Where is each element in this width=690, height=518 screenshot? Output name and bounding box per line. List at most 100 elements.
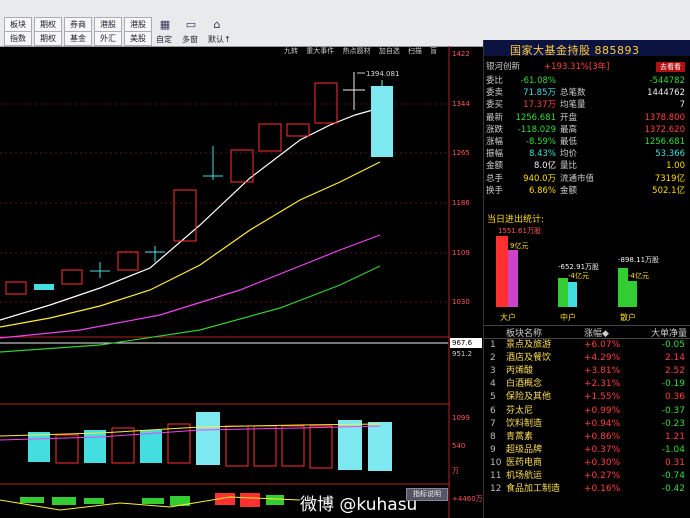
sector-net: -0.19 [661,379,685,390]
sector-name: 芬太尼 [506,405,534,416]
sector-pct: +4.29% [584,353,621,364]
sector-n: 9 [490,444,496,455]
quote-panel: 国家大基金持股 885893 银河创新 +193.31%[3年] 去看看 委比 -… [483,40,690,518]
vol-axis-2: 540 [452,442,466,450]
quote-v2: 7319亿 [654,173,685,184]
tab-major-events[interactable]: 重大事件 [306,47,335,55]
sector-n: 2 [490,353,496,364]
sector-n: 10 [490,457,502,468]
sector-row[interactable]: 12 食品加工制造 +0.16% -0.42 [484,483,690,495]
toolbar-btn-forex[interactable]: 外汇 [94,31,122,46]
candle [5,281,27,295]
sector-row[interactable]: 11 机场航运 +0.27% -0.74 [484,470,690,482]
sector-row[interactable]: 1 景点及旅游 +6.07% -0.05 [484,339,690,351]
vol-axis-unit: 万 [452,467,459,475]
sector-row[interactable]: 3 丙烯酸 +3.81% 2.52 [484,365,690,377]
quote-l1: 振幅 [486,149,504,160]
quote-l1: 涨幅 [486,137,504,147]
tab-jiuzhuan[interactable]: 九转 [284,47,298,55]
tab-add-watchlist[interactable]: 加自选 [378,47,400,55]
volume-bars [28,412,392,471]
sector-pct: +1.55% [584,392,621,403]
sector-name: 景点及旅游 [506,340,552,350]
multiwindow-label[interactable]: 多窗 [182,35,198,44]
quote-row: 涨跌 -118.029 最高 1372.620 [484,125,690,136]
quote-l1: 委卖 [486,88,504,99]
indicator-help-button[interactable]: 指标说明 [406,488,448,501]
toolbar-btn-hk2[interactable]: 港股 [124,17,152,32]
default-label[interactable]: 默认↑ [208,35,231,44]
toolbar-btn-hk1[interactable]: 港股 [94,17,122,32]
go-look-button[interactable]: 去看看 [656,62,685,72]
sector-pct: +0.16% [584,484,621,495]
custom-label[interactable]: 自定 [156,35,172,44]
toolbar-btn-options2[interactable]: 期权 [34,31,62,46]
col-sector-name[interactable]: 板块名称 [506,329,543,339]
candle [61,269,83,285]
toolbar-btn-us[interactable]: 美股 [124,31,152,46]
tab-hot-topics[interactable]: 热点题材 [342,47,371,55]
sector-net: -0.05 [661,340,685,350]
toolbar-btn-fund[interactable]: 基金 [64,31,92,46]
sector-n: 4 [490,379,496,390]
sector-n: 8 [490,431,496,442]
grid-icon[interactable]: ▦ [159,18,171,31]
price-low: 951.2 [452,350,473,358]
col-change[interactable]: 涨幅◆ [584,329,609,339]
toolbar-btn-brokers[interactable]: 券商 [64,17,92,32]
quote-v1: -61.08% [520,76,556,86]
tab-scan[interactable]: 扫描 [407,47,422,55]
quote-l1: 委比 [486,76,504,86]
sector-n: 12 [490,484,502,495]
flow-big-in2: 9亿元 [510,241,528,250]
sector-name: 超级品牌 [506,444,543,455]
fund-name: 银河创新 [486,62,521,72]
candle [173,189,197,242]
quote-v1: 17.37万 [523,100,556,111]
price-highlight: 967.6 [450,338,482,348]
toolbar-btn-board[interactable]: 板块 [4,17,32,32]
macd-axis: +4460万 [452,495,483,503]
sector-net: 1.21 [664,431,685,442]
sector-row[interactable]: 4 白酒概念 +2.31% -0.19 [484,378,690,390]
sector-row[interactable]: 9 超级品牌 +0.37% -1.04 [484,444,690,456]
home-icon[interactable]: ⌂ [213,18,221,31]
col-net-volume[interactable]: 大单净量 [650,329,687,339]
sector-row[interactable]: 2 酒店及餐饮 +4.29% 2.14 [484,352,690,364]
tab-blind[interactable]: 盲 [430,47,438,55]
sector-name: 保险及其他 [506,392,552,403]
sector-net: 2.52 [664,366,685,377]
sector-row[interactable]: 10 医药电商 +0.30% 0.31 [484,457,690,469]
ma20-line [0,234,381,339]
quote-v2: 1444762 [647,88,685,99]
sector-pct: +0.94% [584,418,621,429]
sector-row[interactable]: 8 青蒿素 +0.86% 1.21 [484,431,690,443]
sector-net: 0.36 [664,392,685,403]
price-tick: 1265 [452,149,470,157]
quote-header: 国家大基金持股 885893 [484,40,690,57]
sector-row[interactable]: 5 保险及其他 +1.55% 0.36 [484,391,690,403]
quote-row: 涨幅 -8.59% 最低 1256.681 [484,137,690,148]
toolbar-btn-index[interactable]: 指数 [4,31,32,46]
candle [314,82,338,124]
kline-chart[interactable]: 1394.081 [0,46,450,518]
window-icon[interactable]: ▭ [185,18,197,31]
quote-l2: 最低 [560,137,578,147]
sector-pct: +6.07% [584,340,621,350]
sector-net: 2.14 [664,353,685,364]
flow-chart: 1551.61万股 9亿元 -652.91万股 -4亿元 -898.11万股 -… [496,227,659,322]
sector-row[interactable]: 6 芬太尼 +0.99% -0.37 [484,405,690,417]
quote-v2: 1256.681 [644,137,685,147]
toolbar-btn-options[interactable]: 期权 [34,17,62,32]
quote-l1: 涨跌 [486,124,504,135]
quote-v1: 940.0万 [523,173,556,184]
chart-tabs: 九转 重大事件 热点题材 加自选 扫描 盲 [284,46,443,57]
quote-l2: 总笔数 [560,88,586,99]
sector-n: 5 [490,392,496,403]
quote-l2: 均笔量 [560,100,586,111]
sector-pct: +0.30% [584,457,621,468]
sector-name: 机场航运 [506,471,543,481]
sector-row[interactable]: 7 饮料制造 +0.94% -0.23 [484,418,690,430]
quote-l2: 最高 [560,124,578,135]
flow-small2: -4亿元 [628,271,649,280]
